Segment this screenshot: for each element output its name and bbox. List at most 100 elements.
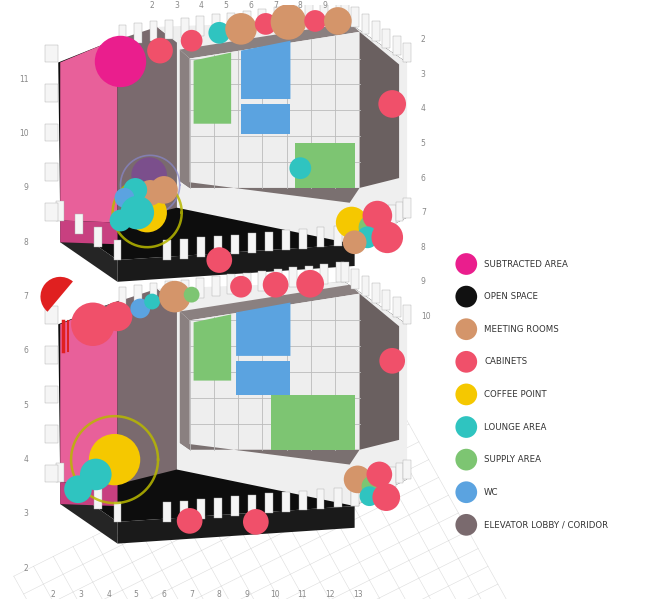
Text: 3: 3 — [79, 590, 83, 599]
Circle shape — [230, 276, 252, 297]
Polygon shape — [258, 9, 266, 29]
Polygon shape — [46, 346, 58, 364]
Polygon shape — [60, 483, 118, 506]
Polygon shape — [393, 297, 400, 317]
Polygon shape — [46, 425, 58, 443]
Polygon shape — [359, 32, 399, 188]
Polygon shape — [114, 240, 122, 260]
Circle shape — [324, 7, 352, 35]
Circle shape — [120, 196, 154, 230]
Polygon shape — [265, 493, 273, 513]
Polygon shape — [236, 302, 291, 356]
Polygon shape — [46, 124, 58, 141]
Polygon shape — [372, 22, 380, 41]
Circle shape — [110, 210, 131, 231]
Text: 6: 6 — [421, 174, 426, 183]
Polygon shape — [241, 41, 291, 99]
Polygon shape — [283, 230, 291, 250]
Polygon shape — [241, 104, 291, 133]
Polygon shape — [403, 305, 411, 325]
Polygon shape — [46, 44, 58, 63]
Circle shape — [80, 459, 112, 490]
Polygon shape — [274, 7, 281, 27]
Polygon shape — [103, 27, 177, 222]
Circle shape — [456, 514, 477, 535]
Polygon shape — [393, 35, 400, 55]
Text: 7: 7 — [189, 590, 194, 599]
Polygon shape — [305, 266, 313, 285]
Circle shape — [137, 180, 163, 206]
Polygon shape — [366, 217, 374, 237]
Polygon shape — [181, 18, 188, 38]
Circle shape — [255, 13, 277, 35]
Circle shape — [131, 299, 150, 319]
Polygon shape — [381, 471, 389, 491]
Text: 3: 3 — [24, 510, 29, 519]
Circle shape — [124, 178, 147, 202]
Polygon shape — [46, 385, 58, 403]
Polygon shape — [60, 44, 118, 222]
Polygon shape — [103, 288, 177, 484]
Polygon shape — [361, 276, 369, 296]
Circle shape — [184, 287, 200, 302]
Polygon shape — [60, 483, 118, 543]
Polygon shape — [396, 463, 404, 483]
Polygon shape — [361, 14, 369, 34]
Circle shape — [372, 483, 400, 511]
Circle shape — [89, 434, 140, 486]
Text: LOUNGE AREA: LOUNGE AREA — [484, 423, 547, 432]
Text: 6: 6 — [24, 346, 29, 355]
Text: COFFEE POINT: COFFEE POINT — [484, 390, 547, 399]
Circle shape — [456, 285, 477, 308]
Text: OPEN SPACE: OPEN SPACE — [484, 292, 538, 301]
Polygon shape — [75, 214, 83, 234]
Circle shape — [456, 449, 477, 471]
Text: 8: 8 — [298, 1, 303, 10]
Text: 7: 7 — [273, 1, 278, 10]
Polygon shape — [196, 16, 204, 36]
Circle shape — [127, 193, 167, 233]
Polygon shape — [242, 273, 251, 292]
Polygon shape — [57, 463, 64, 483]
Circle shape — [344, 466, 371, 493]
Polygon shape — [58, 282, 407, 522]
Polygon shape — [341, 0, 348, 20]
Polygon shape — [366, 478, 374, 498]
Text: 5: 5 — [224, 1, 229, 10]
Circle shape — [363, 201, 392, 230]
Polygon shape — [351, 225, 359, 244]
Polygon shape — [248, 233, 256, 253]
Circle shape — [359, 486, 380, 506]
Polygon shape — [373, 213, 381, 233]
Text: SUBTRACTED AREA: SUBTRACTED AREA — [484, 260, 568, 269]
Polygon shape — [212, 276, 220, 296]
Polygon shape — [358, 483, 366, 502]
Text: 2: 2 — [421, 35, 426, 44]
Text: 7: 7 — [421, 208, 426, 217]
Polygon shape — [403, 43, 411, 63]
Text: CABINETS: CABINETS — [484, 358, 527, 367]
Polygon shape — [270, 395, 355, 450]
Polygon shape — [118, 287, 126, 307]
Polygon shape — [351, 269, 359, 289]
Text: 3: 3 — [174, 1, 179, 10]
Polygon shape — [359, 294, 399, 450]
Polygon shape — [163, 502, 171, 522]
Polygon shape — [242, 11, 251, 31]
Circle shape — [71, 302, 114, 346]
Circle shape — [359, 215, 384, 240]
Circle shape — [181, 30, 203, 52]
Circle shape — [150, 176, 178, 204]
Circle shape — [380, 348, 405, 374]
Polygon shape — [94, 227, 102, 247]
Circle shape — [336, 207, 367, 239]
Text: 13: 13 — [353, 590, 363, 599]
Text: 4: 4 — [421, 105, 426, 114]
Polygon shape — [320, 2, 328, 22]
Text: 2: 2 — [150, 1, 155, 10]
Polygon shape — [403, 198, 411, 218]
Text: 8: 8 — [421, 243, 426, 252]
Polygon shape — [94, 489, 102, 508]
Polygon shape — [180, 181, 359, 203]
Circle shape — [225, 13, 257, 44]
